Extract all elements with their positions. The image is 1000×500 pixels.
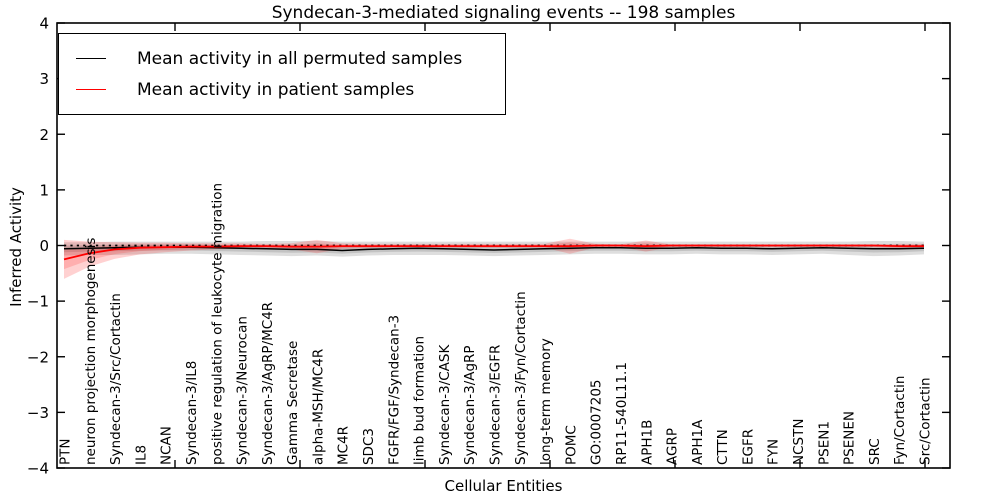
x-category-label: APH1A <box>690 419 706 465</box>
x-category-label: EGFR <box>740 429 756 465</box>
x-axis-label: Cellular Entities <box>444 477 563 495</box>
x-category-label: Syndecan-3/Fyn/Cortactin <box>513 291 529 465</box>
x-category-label: MC4R <box>336 426 352 465</box>
y-tick-label: −2 <box>27 348 49 366</box>
x-category-label: PSENEN <box>842 411 858 465</box>
x-category-label: Syndecan-3/AgRP/MC4R <box>260 302 276 465</box>
legend: Mean activity in all permuted samples Me… <box>58 33 506 115</box>
x-category-label: RP11-540L11.1 <box>614 362 630 465</box>
y-tick-label: 3 <box>39 70 49 88</box>
x-category-label: APH1B <box>639 420 655 465</box>
x-category-label: long-term memory <box>538 338 554 465</box>
x-category-label: PSEN1 <box>816 421 832 465</box>
x-category-label: neuron projection morphogenesis <box>83 238 99 465</box>
y-tick-label: −1 <box>27 293 49 311</box>
x-category-label: Syndecan-3/Src/Cortactin <box>108 293 124 465</box>
x-category-label: SDC3 <box>361 428 377 465</box>
x-category-label: Fyn/Cortactin <box>892 376 908 465</box>
x-category-label: Src/Cortactin <box>918 377 934 465</box>
legend-label-patient: Mean activity in patient samples <box>137 79 415 100</box>
y-tick-label: 4 <box>39 15 49 33</box>
x-category-label: SRC <box>867 438 883 465</box>
legend-item-permuted: Mean activity in all permuted samples <box>59 43 495 74</box>
x-category-label: Syndecan-3/Neurocan <box>235 316 251 465</box>
chart-title: Syndecan-3-mediated signaling events -- … <box>271 3 736 23</box>
y-tick-label: 1 <box>39 181 49 199</box>
x-category-label: GO:0007205 <box>589 379 605 465</box>
x-category-label: Syndecan-3/AgRP <box>462 345 478 465</box>
x-category-label: Syndecan-3/IL8 <box>184 361 200 465</box>
permuted-mean-line <box>63 246 925 252</box>
x-category-label: CTTN <box>715 429 731 465</box>
x-category-label: Syndecan-3/EGFR <box>488 345 504 465</box>
x-category-label: NCAN <box>159 426 175 465</box>
legend-label-permuted: Mean activity in all permuted samples <box>137 48 463 69</box>
y-axis-label: Inferred Activity <box>7 187 25 307</box>
y-tick-label: −4 <box>27 460 49 478</box>
y-tick-label: 2 <box>39 126 49 144</box>
x-category-label: Syndecan-3/CASK <box>437 344 453 465</box>
x-category-label: FGFR/FGF/Syndecan-3 <box>386 315 402 465</box>
x-category-label: FYN <box>766 439 782 465</box>
x-category-label: Gamma Secretase <box>285 341 301 465</box>
x-category-label: PTN <box>58 439 74 466</box>
permuted-line-swatch-icon <box>76 58 106 59</box>
y-tick-label: 0 <box>39 237 49 255</box>
x-category-label: limb bud formation <box>412 336 428 465</box>
x-category-label: alpha-MSH/MC4R <box>310 349 326 465</box>
x-category-label: IL8 <box>133 445 149 465</box>
x-category-label: positive regulation of leukocyte migrati… <box>209 183 225 465</box>
y-tick-label: −3 <box>27 404 49 422</box>
x-category-label: NCSTN <box>791 419 807 465</box>
x-category-label: AGRP <box>665 428 681 465</box>
legend-item-patient: Mean activity in patient samples <box>59 74 495 105</box>
patient-line-swatch-icon <box>76 89 106 90</box>
patient-mean-line <box>63 244 924 261</box>
x-category-label: POMC <box>563 425 579 465</box>
